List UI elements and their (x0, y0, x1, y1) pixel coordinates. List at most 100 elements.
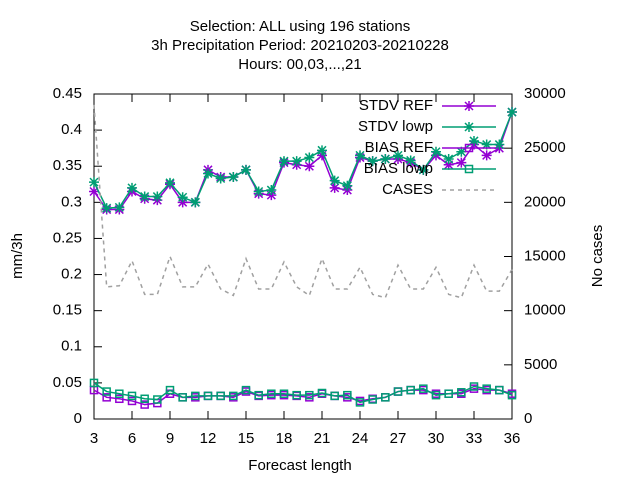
point (152, 191, 163, 202)
x-tick-label: 18 (276, 430, 293, 447)
y-tick-label: 0.1 (61, 338, 82, 355)
point (279, 156, 289, 167)
point (431, 146, 441, 157)
point (267, 389, 276, 398)
y2-tick-label: 10000 (524, 302, 566, 319)
point (419, 384, 428, 393)
legend-label: BIAS REF (365, 139, 433, 156)
y-axis-label: mm/3h (9, 233, 26, 279)
point (431, 390, 441, 400)
point (190, 197, 201, 208)
point (253, 186, 264, 197)
point (342, 180, 353, 191)
y2-tick-label: 20000 (524, 193, 566, 210)
point (254, 390, 263, 400)
point (127, 396, 137, 406)
point (203, 168, 213, 179)
point (317, 145, 327, 156)
title-line: Hours: 00,03,...,21 (238, 56, 361, 73)
x-tick-label: 3 (90, 430, 98, 447)
point (215, 173, 226, 184)
point (330, 391, 339, 401)
point (279, 389, 289, 398)
x-tick-label: 27 (390, 430, 407, 447)
series-line (93, 382, 513, 404)
point (464, 164, 474, 174)
point (114, 202, 125, 213)
point (381, 393, 390, 402)
point (355, 150, 365, 161)
title-line: Selection: ALL using 196 stations (190, 18, 410, 35)
point (191, 391, 200, 401)
point (481, 150, 492, 161)
point (443, 159, 454, 170)
point (464, 122, 474, 132)
point (495, 385, 504, 395)
point (165, 177, 175, 188)
point (241, 385, 251, 395)
y-tick-label: 0.35 (53, 157, 82, 174)
point (89, 378, 99, 388)
x-tick-label: 9 (166, 430, 174, 447)
point (329, 182, 340, 193)
x-tick-label: 12 (200, 430, 217, 447)
point (317, 150, 327, 161)
point (329, 175, 340, 186)
point (140, 400, 149, 409)
point (456, 146, 467, 157)
point (102, 387, 111, 396)
point (469, 135, 479, 146)
point (203, 391, 213, 401)
point (406, 385, 415, 395)
point (229, 391, 238, 401)
point (305, 390, 314, 400)
point (216, 391, 225, 401)
point (368, 395, 377, 404)
point (178, 393, 187, 402)
x-axis-label: Forecast length (248, 457, 351, 474)
series-line (93, 104, 513, 299)
point (89, 186, 99, 197)
x-tick-label: 33 (466, 430, 483, 447)
point (241, 164, 251, 175)
point (127, 182, 137, 193)
y-tick-label: 0.05 (53, 374, 82, 391)
plot-border (93, 93, 513, 420)
point (266, 190, 277, 201)
y-tick-label: 0.4 (61, 121, 82, 138)
title-line: 3h Precipitation Period: 20210203-202102… (151, 37, 449, 54)
point (292, 390, 301, 400)
point (380, 154, 391, 164)
y-tick-label: 0.15 (53, 302, 82, 319)
point (393, 387, 403, 396)
x-tick-label: 15 (238, 430, 255, 447)
point (304, 161, 315, 172)
y2-axis-label: No cases (589, 225, 606, 288)
point (456, 157, 467, 168)
point (343, 390, 352, 400)
y2-tick-label: 0 (524, 410, 532, 427)
point (469, 382, 479, 391)
point (443, 154, 454, 164)
y2-tick-label: 25000 (524, 139, 566, 156)
point (507, 107, 517, 118)
point (494, 139, 505, 150)
x-tick-label: 6 (128, 430, 136, 447)
y-tick-label: 0.45 (53, 85, 82, 102)
y2-tick-label: 15000 (524, 247, 566, 264)
legend-label: BIAS lowp (364, 160, 433, 177)
x-tick-label: 30 (428, 430, 445, 447)
y-tick-label: 0.2 (61, 266, 82, 283)
x-tick-label: 21 (314, 430, 331, 447)
point (317, 388, 327, 398)
point (127, 391, 137, 401)
point (464, 143, 474, 153)
point (367, 156, 378, 167)
point (102, 393, 111, 402)
series-line (93, 111, 513, 209)
y-tick-label: 0.3 (61, 193, 82, 210)
point (165, 385, 175, 395)
point (444, 389, 453, 398)
point (89, 177, 99, 188)
